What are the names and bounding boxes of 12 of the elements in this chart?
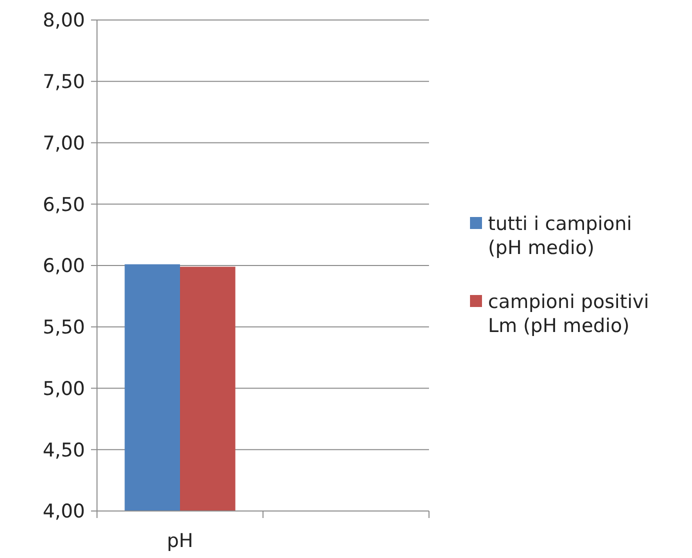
y-tick-label: 5,50 (42, 316, 85, 339)
legend-label: tutti i campioni (pH medio) (488, 213, 632, 259)
y-tick-label: 6,00 (42, 255, 85, 278)
y-tick-label: 5,00 (42, 378, 85, 400)
x-tick-label: pH (166, 530, 194, 552)
y-tick-label: 7,50 (42, 71, 85, 94)
y-tick-label: 7,00 (42, 132, 85, 154)
y-tick-label: 6,50 (42, 194, 85, 216)
legend-label: campioni positivi Lm (pH medio) (488, 291, 650, 337)
y-tick-label: 4,00 (42, 500, 85, 523)
y-tick-label: 4,50 (42, 439, 85, 462)
y-tick-label: 8,00 (42, 10, 85, 32)
